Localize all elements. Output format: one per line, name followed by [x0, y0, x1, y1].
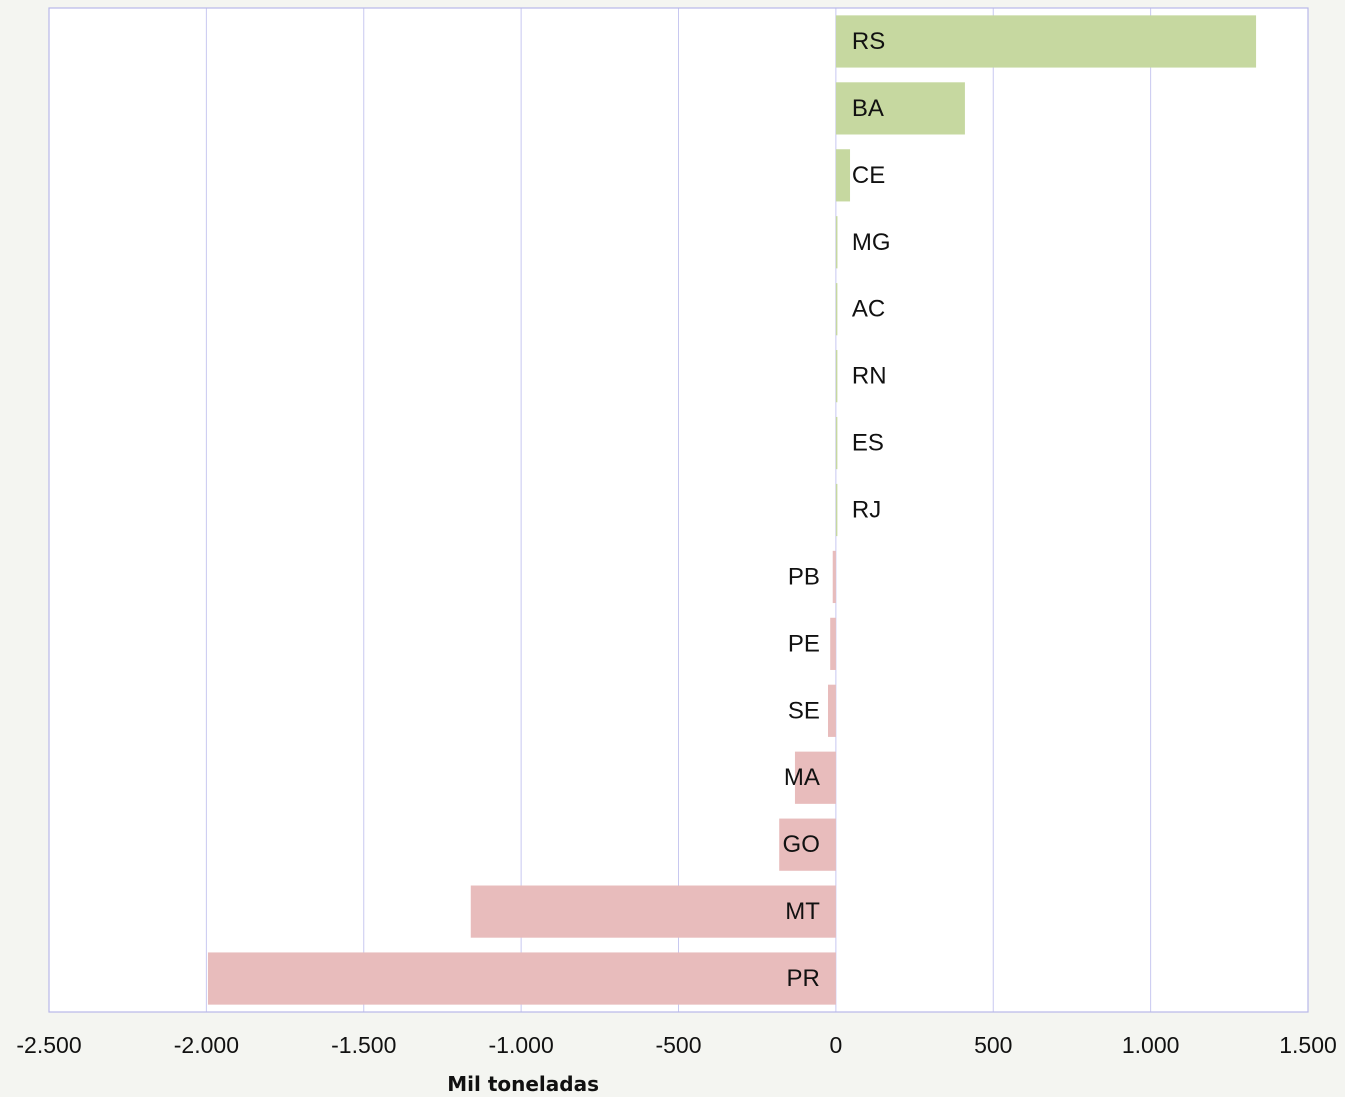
x-tick-label: 500	[974, 1032, 1012, 1058]
bar-mt	[470, 885, 836, 938]
x-axis-ticks: -2.500 -2.000 -1.500 -1.000 -500 0 500 1.000 1.5…	[16, 1032, 1336, 1058]
bar-label-mg: MG	[852, 229, 891, 256]
bar-label-ba: BA	[852, 95, 884, 122]
bar-es	[835, 416, 838, 470]
bar-label-rn: RN	[852, 363, 887, 390]
x-tick-label: 1.500	[1279, 1032, 1337, 1058]
bar-label-pb: PB	[788, 563, 820, 590]
bar-ce	[835, 149, 851, 202]
bar-rn	[835, 350, 838, 403]
bars	[207, 15, 1257, 1005]
bar-label-pe: PE	[788, 630, 820, 657]
bar-labels: RS BA CE MG AC RN ES RJ PB PE SE MA GO MT PR	[783, 28, 891, 992]
bar-ba	[835, 82, 965, 135]
bar-ma	[794, 751, 836, 804]
bar-pb	[832, 550, 836, 604]
bar-pe	[830, 617, 836, 670]
x-tick-label: -2.000	[174, 1032, 239, 1058]
x-tick-label: -500	[655, 1032, 701, 1058]
bar-label-mt: MT	[785, 898, 820, 925]
bar-label-rs: RS	[852, 28, 885, 55]
bar-label-ce: CE	[852, 162, 885, 189]
bar-label-rj: RJ	[852, 497, 881, 524]
bar-label-se: SE	[788, 697, 820, 724]
bar-label-pr: PR	[787, 965, 820, 992]
plot-frame	[48, 7, 1309, 1013]
x-tick-label: 1.000	[1122, 1032, 1180, 1058]
x-tick-label: -1.000	[489, 1032, 554, 1058]
bar-go	[779, 818, 836, 871]
bar-mg	[835, 216, 838, 269]
x-tick-label: -1.500	[331, 1032, 396, 1058]
bar-pr	[207, 952, 836, 1005]
bar-ac	[835, 283, 838, 336]
bar-rs	[835, 15, 1257, 68]
bar-label-ac: AC	[852, 296, 885, 323]
grid-lines	[205, 8, 1152, 1012]
bar-label-go: GO	[783, 831, 820, 858]
x-tick-label: -2.500	[16, 1032, 81, 1058]
bar-rj	[835, 483, 838, 537]
bar-label-es: ES	[852, 430, 884, 457]
bar-se	[828, 684, 836, 737]
x-axis-title: Mil toneladas	[447, 1072, 599, 1096]
bar-label-ma: MA	[784, 764, 820, 791]
x-tick-label: 0	[829, 1032, 842, 1058]
